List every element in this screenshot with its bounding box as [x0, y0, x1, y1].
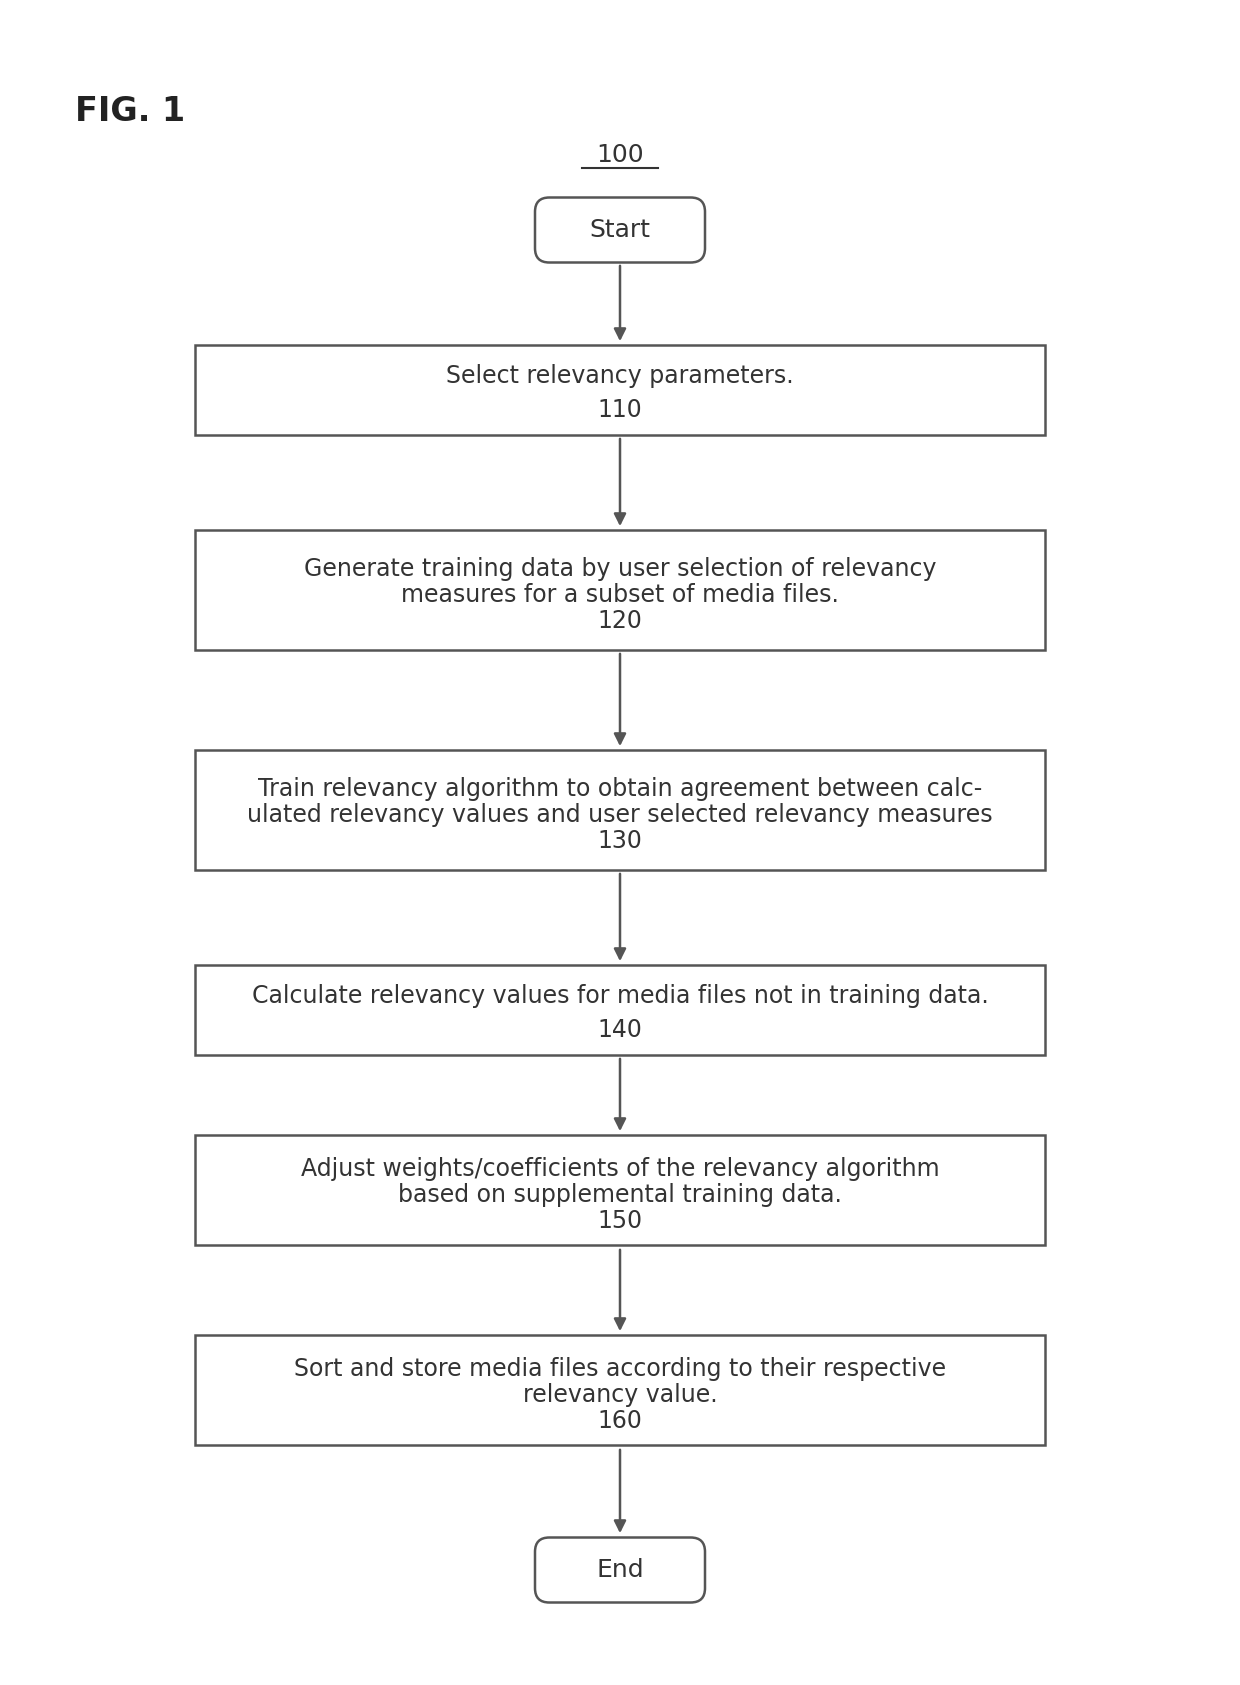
Text: 140: 140 [598, 1018, 642, 1041]
Bar [195, 531, 1045, 650]
Text: 160: 160 [598, 1409, 642, 1432]
Text: ulated relevancy values and user selected relevancy measures: ulated relevancy values and user selecte… [247, 802, 993, 827]
Text: 100: 100 [596, 143, 644, 167]
Text: 150: 150 [598, 1208, 642, 1233]
Text: Sort and store media files according to their respective: Sort and store media files according to … [294, 1356, 946, 1382]
Bar [195, 750, 1045, 869]
Text: FIG. 1: FIG. 1 [74, 94, 185, 128]
Text: Train relevancy algorithm to obtain agreement between calc-: Train relevancy algorithm to obtain agre… [258, 777, 982, 802]
Text: measures for a subset of media files.: measures for a subset of media files. [401, 583, 839, 607]
Text: relevancy value.: relevancy value. [523, 1383, 717, 1407]
Text: Calculate relevancy values for media files not in training data.: Calculate relevancy values for media fil… [252, 984, 988, 1008]
Text: 120: 120 [598, 608, 642, 634]
Text: Select relevancy parameters.: Select relevancy parameters. [446, 364, 794, 388]
FancyBboxPatch shape [534, 197, 706, 263]
Text: 130: 130 [598, 829, 642, 853]
Bar [195, 1136, 1045, 1245]
Text: End: End [596, 1559, 644, 1582]
FancyBboxPatch shape [534, 1537, 706, 1602]
Bar [195, 345, 1045, 435]
Bar [195, 966, 1045, 1055]
Text: based on supplemental training data.: based on supplemental training data. [398, 1183, 842, 1206]
Bar [195, 1335, 1045, 1446]
Text: Start: Start [589, 217, 651, 243]
Text: 110: 110 [598, 398, 642, 421]
Text: Adjust weights/coefficients of the relevancy algorithm: Adjust weights/coefficients of the relev… [300, 1158, 940, 1181]
Text: Generate training data by user selection of relevancy: Generate training data by user selection… [304, 558, 936, 581]
